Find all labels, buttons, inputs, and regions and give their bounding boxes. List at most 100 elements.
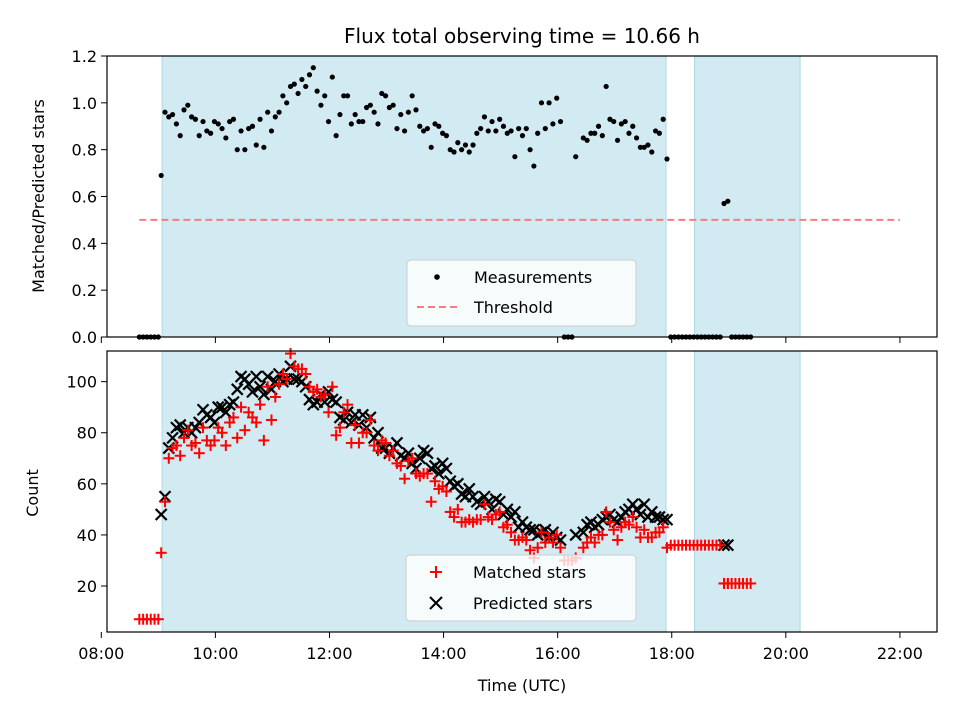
measurement-point	[725, 198, 731, 204]
predicted-star-point	[413, 452, 427, 465]
measurement-point	[177, 133, 183, 139]
measurement-point	[595, 123, 602, 129]
measurement-point	[721, 200, 727, 207]
measurement-point	[204, 128, 210, 134]
measurement-point	[291, 81, 297, 87]
predicted-star-point	[230, 383, 244, 396]
predicted-star-point	[523, 523, 537, 537]
matched-star-point	[631, 521, 643, 533]
bottom-x-ticks: 08:00 10:00 12:00 14:00 16:00 18:00 20:00 22:00	[78, 632, 923, 663]
measurement-point	[344, 93, 351, 99]
measurement-point	[512, 154, 518, 160]
matched-star-point	[452, 503, 464, 515]
measurement-point	[588, 130, 594, 136]
bottom-axes-frame	[106, 350, 938, 633]
measurement-point	[645, 142, 651, 148]
measurement-point	[284, 100, 290, 106]
measurement-point	[379, 90, 385, 97]
measurement-point	[363, 104, 370, 111]
measurement-point	[227, 118, 233, 125]
x-tick-label: 10:00	[192, 644, 238, 663]
measurement-point	[189, 114, 195, 120]
x-axis-label: Time (UTC)	[477, 676, 566, 695]
measurement-point	[242, 147, 248, 153]
x-tick-label: 14:00	[421, 644, 467, 663]
measurement-point	[500, 123, 507, 129]
measurement-point	[614, 137, 621, 143]
matched-star-point	[152, 613, 164, 625]
matched-star-point	[258, 434, 270, 446]
predicted-star-point	[173, 418, 187, 432]
measurement-point	[158, 172, 164, 179]
measurement-point	[337, 111, 343, 118]
measurement-point	[455, 140, 461, 146]
predicted-star-point	[721, 538, 735, 552]
bottom-panel: 20 40 60 80 100 08:00 10:00 12:00 14:00 16:00 18:…	[23, 348, 938, 695]
predicted-star-point	[154, 508, 168, 521]
measurement-point	[652, 128, 659, 134]
measurement-point	[401, 128, 408, 134]
top-y-tick-label: 0.4	[72, 234, 97, 253]
matched-star-point	[284, 348, 296, 360]
matched-star-point	[657, 521, 669, 533]
predicted-star-point	[329, 395, 343, 409]
measurement-point	[599, 133, 605, 139]
x-tick-label: 20:00	[763, 644, 809, 663]
measurement-point	[432, 121, 438, 127]
measurement-point	[325, 118, 332, 125]
matched-star-point	[353, 437, 365, 449]
measurement-point	[493, 128, 499, 134]
measurement-point	[200, 118, 206, 125]
measurement-point	[322, 93, 328, 99]
legend-measurements-marker	[434, 274, 440, 280]
measurement-point	[420, 128, 427, 134]
matched-star-point	[501, 519, 513, 531]
top-x-ticks	[100, 337, 901, 343]
matched-star-point	[627, 511, 639, 523]
matched-star-point	[349, 419, 361, 431]
predicted-star-point	[421, 446, 434, 460]
matched-star-point	[163, 452, 175, 464]
matched-star-point	[532, 542, 544, 554]
matched-star-point	[338, 406, 350, 418]
matched-star-point	[372, 445, 384, 457]
top-y-tick-label: 1.0	[72, 94, 97, 113]
matched-star-point	[208, 434, 220, 446]
matched-star-point	[535, 526, 547, 538]
matched-star-point	[448, 511, 460, 523]
matched-star-point	[589, 537, 601, 549]
measurement-point	[398, 111, 404, 118]
measurement-point	[333, 133, 339, 139]
predicted-star-point	[656, 513, 670, 526]
measurement-point	[641, 144, 647, 150]
matched-star-point	[440, 486, 452, 497]
measurement-point	[253, 142, 259, 148]
bottom-y-tick-label: 20	[77, 577, 97, 596]
matched-star-point	[623, 519, 635, 531]
matched-star-point	[745, 577, 757, 589]
matched-star-point	[364, 414, 376, 426]
measurement-point	[215, 121, 221, 127]
measurement-point	[611, 118, 617, 125]
measurement-point	[280, 93, 286, 99]
measurement-point	[314, 88, 320, 94]
matched-star-point	[505, 526, 517, 538]
measurement-point	[360, 118, 366, 125]
bottom-data-marks	[133, 348, 757, 625]
measurement-point	[603, 83, 609, 90]
measurement-point	[424, 125, 431, 132]
measurement-point	[504, 130, 510, 136]
measurement-point	[618, 121, 624, 127]
measurement-point	[219, 125, 225, 132]
matched-star-point	[220, 440, 232, 452]
measurement-point	[208, 130, 214, 136]
matched-star-point	[334, 422, 346, 434]
measurement-point	[375, 121, 381, 127]
measurement-point	[303, 83, 309, 90]
measurement-point	[356, 118, 362, 125]
matched-star-point	[262, 381, 274, 393]
measurement-point	[462, 142, 469, 148]
measurement-point	[268, 128, 275, 134]
predicted-star-point	[253, 380, 267, 394]
matched-star-point	[429, 475, 441, 487]
